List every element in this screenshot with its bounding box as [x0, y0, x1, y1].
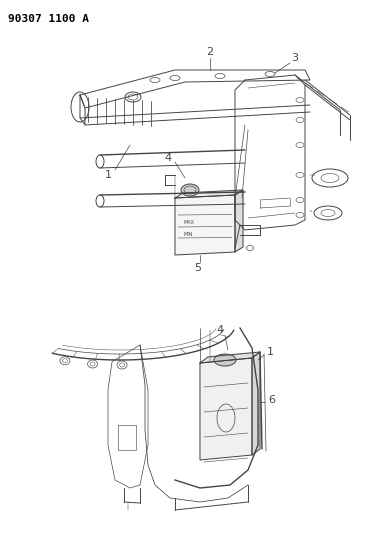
- Text: MIN: MIN: [183, 232, 193, 238]
- Polygon shape: [175, 190, 243, 198]
- Text: 1: 1: [266, 347, 274, 357]
- Text: MAX: MAX: [183, 220, 194, 224]
- Ellipse shape: [181, 184, 199, 196]
- Polygon shape: [252, 352, 260, 455]
- Text: 5: 5: [195, 263, 201, 273]
- Text: 6: 6: [269, 395, 276, 405]
- Text: 2: 2: [207, 47, 213, 57]
- Polygon shape: [175, 195, 235, 255]
- Text: 4: 4: [164, 153, 171, 163]
- Text: 90307 1100 A: 90307 1100 A: [8, 14, 89, 24]
- Polygon shape: [200, 352, 260, 363]
- Text: 3: 3: [291, 53, 298, 63]
- Ellipse shape: [214, 354, 236, 366]
- Text: 4: 4: [217, 325, 223, 335]
- Polygon shape: [200, 358, 252, 460]
- Text: 1: 1: [105, 170, 112, 180]
- Polygon shape: [235, 190, 243, 252]
